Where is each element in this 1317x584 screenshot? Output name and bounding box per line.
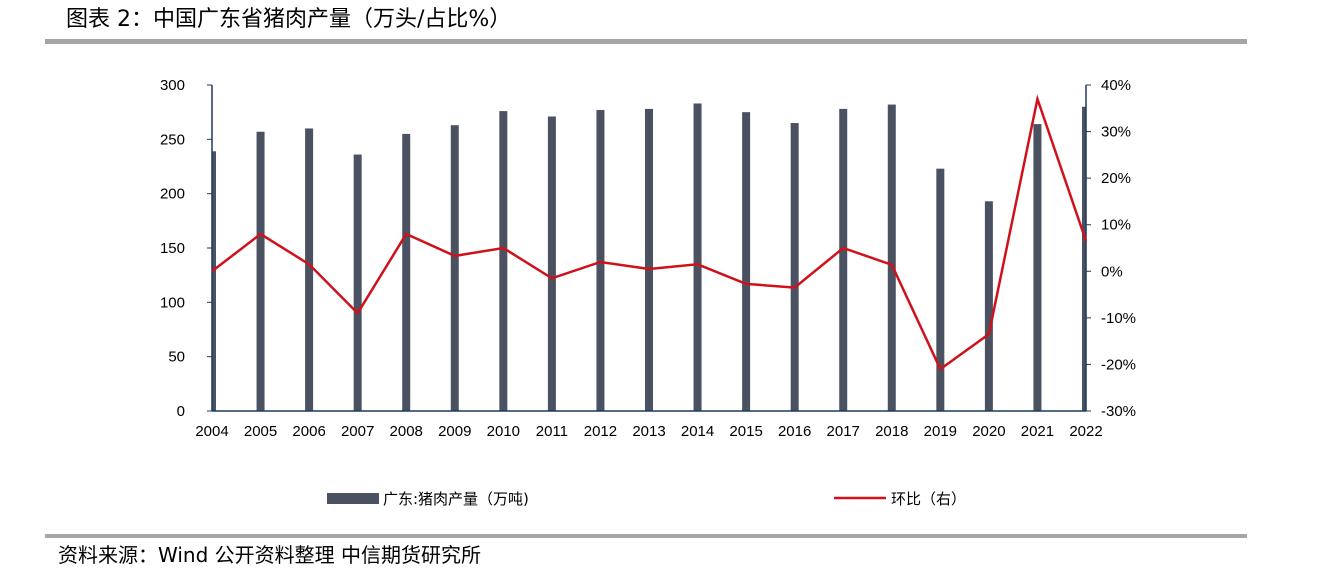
bar — [353, 154, 362, 411]
bar — [596, 109, 605, 411]
left-tick-label: 0 — [177, 403, 185, 420]
bar — [212, 151, 216, 411]
bar — [887, 104, 896, 411]
x-tick-label: 2020 — [972, 423, 1005, 440]
line-series — [211, 94, 1088, 371]
x-tick-label: 2007 — [341, 423, 374, 440]
bar — [450, 125, 459, 411]
x-tick-label: 2006 — [292, 423, 325, 440]
bar — [499, 111, 508, 411]
x-tick-label: 2016 — [778, 423, 811, 440]
legend-bar-swatch — [327, 493, 379, 504]
right-tick-label: -20% — [1101, 356, 1136, 373]
x-tick-label: 2009 — [438, 423, 471, 440]
legend-bar-label: 广东:猪肉产量（万吨) — [383, 490, 529, 508]
x-tick-label: 2013 — [632, 423, 665, 440]
left-tick-label: 150 — [160, 240, 185, 257]
bar — [790, 123, 799, 412]
right-tick-label: -10% — [1101, 310, 1136, 327]
right-tick-label: 20% — [1101, 170, 1131, 187]
bar — [256, 131, 265, 411]
left-tick-label: 200 — [160, 186, 185, 203]
left-tick-label: 100 — [160, 294, 185, 311]
x-tick-label: 2010 — [487, 423, 520, 440]
title-divider — [45, 39, 1247, 44]
right-tick-label: 10% — [1101, 217, 1131, 234]
bar — [839, 108, 848, 411]
x-tick-label: 2019 — [924, 423, 957, 440]
right-tick-label: 40% — [1101, 77, 1131, 94]
right-tick-label: 0% — [1101, 263, 1123, 280]
bar — [1033, 124, 1042, 412]
bar — [1082, 106, 1086, 411]
bar — [402, 133, 411, 411]
x-tick-label: 2021 — [1021, 423, 1054, 440]
x-tick-label: 2012 — [584, 423, 617, 440]
x-tick-label: 2005 — [244, 423, 277, 440]
left-tick-label: 300 — [160, 77, 185, 94]
x-tick-label: 2015 — [729, 423, 762, 440]
right-tick-label: -30% — [1101, 403, 1136, 420]
right-tick-label: 30% — [1101, 124, 1131, 141]
source-divider — [45, 534, 1247, 538]
bar — [645, 108, 653, 411]
x-tick-label: 2018 — [875, 423, 908, 440]
x-tick-label: 2004 — [195, 423, 228, 440]
legend-line-label: 环比（右） — [891, 490, 966, 508]
bar — [936, 168, 945, 411]
bar — [742, 112, 751, 412]
x-tick-label: 2008 — [390, 423, 423, 440]
bar — [547, 116, 556, 411]
left-tick-label: 250 — [160, 131, 185, 148]
bar — [984, 201, 993, 411]
bar — [305, 128, 314, 411]
x-tick-label: 2017 — [827, 423, 860, 440]
bar — [693, 103, 702, 412]
x-tick-label: 2011 — [536, 423, 568, 440]
source-note: 资料来源：Wind 公开资料整理 中信期货研究所 — [58, 543, 481, 567]
chart-title: 图表 2：中国广东省猪肉产量（万头/占比%） — [66, 7, 512, 32]
x-tick-label: 2014 — [681, 423, 714, 440]
x-tick-label: 2022 — [1069, 423, 1102, 440]
left-tick-label: 50 — [168, 349, 185, 366]
